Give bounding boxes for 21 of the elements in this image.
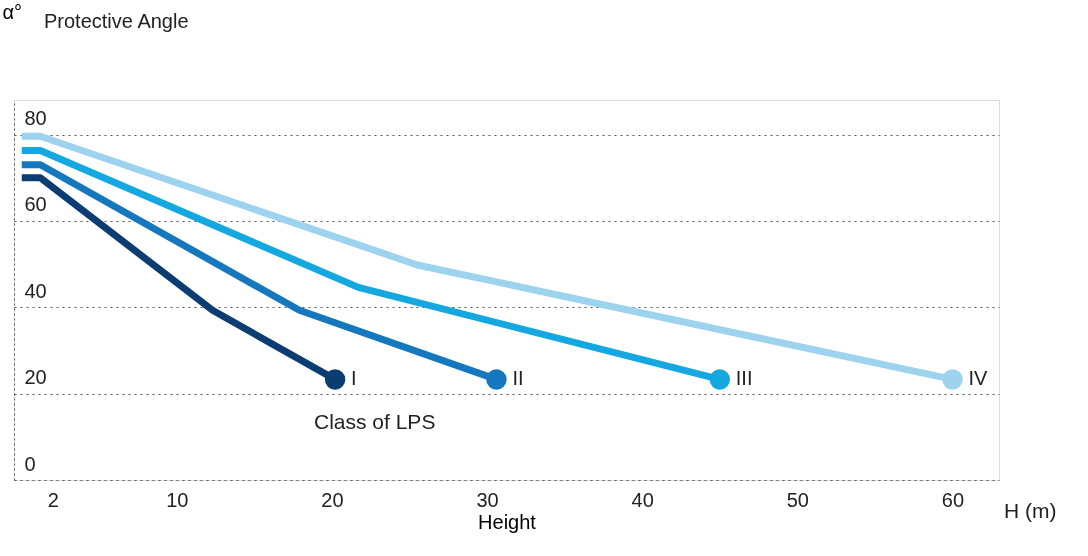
x-tick-label: 2 — [47, 488, 59, 511]
x-tick-label: 20 — [321, 488, 344, 511]
series-label: I — [351, 367, 357, 390]
x-axis-title: Height — [478, 510, 537, 533]
y-tick-label: 60 — [24, 193, 47, 216]
y-tick-label: 20 — [24, 366, 47, 389]
y-tick-label: 0 — [24, 452, 36, 475]
y-tick-label: 80 — [24, 107, 47, 130]
x-tick-label: 50 — [786, 488, 809, 511]
annotation: Class of LPS — [314, 410, 436, 433]
series-label: III — [735, 367, 753, 390]
chart-title: Protective Angle — [44, 10, 189, 32]
y-axis-title: α° — [2, 0, 23, 23]
x-tick-label: 10 — [166, 488, 189, 511]
x-tick-label: 30 — [476, 488, 499, 511]
y-tick-label: 40 — [24, 279, 47, 302]
series-label: II — [512, 367, 524, 390]
x-tick-label: 40 — [631, 488, 654, 511]
x-tick-label: 60 — [941, 488, 965, 511]
series-label: IV — [968, 367, 989, 390]
text: H (m) — [1004, 499, 1057, 522]
